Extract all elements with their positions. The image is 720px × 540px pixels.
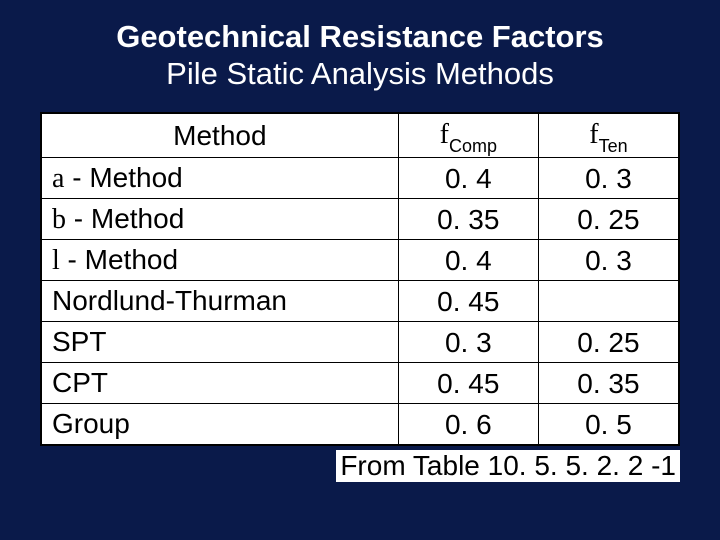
cell-comp: 0. 6 [398, 404, 538, 445]
phi-symbol: f [589, 119, 598, 150]
table-row: Group 0. 6 0. 5 [42, 404, 679, 445]
table-row: a - Method 0. 4 0. 3 [42, 158, 679, 199]
phi-comp-subscript: Comp [449, 136, 497, 156]
phi-symbol: f [440, 119, 449, 150]
cell-comp: 0. 3 [398, 322, 538, 363]
cell-ten: 0. 25 [538, 199, 678, 240]
cell-method: Nordlund-Thurman [42, 281, 399, 322]
table-row: CPT 0. 45 0. 35 [42, 363, 679, 404]
cell-ten: 0. 5 [538, 404, 678, 445]
cell-ten: 0. 3 [538, 158, 678, 199]
cell-comp: 0. 45 [398, 281, 538, 322]
resistance-factors-table: Method fComp fTen a - Method 0. 4 0. 3 b… [40, 112, 680, 446]
cell-comp: 0. 4 [398, 240, 538, 281]
cell-ten: 0. 35 [538, 363, 678, 404]
cell-method: a - Method [42, 158, 399, 199]
header-method: Method [42, 114, 399, 158]
cell-method: CPT [42, 363, 399, 404]
cell-method: SPT [42, 322, 399, 363]
table-row: b - Method 0. 35 0. 25 [42, 199, 679, 240]
header-phi-comp: fComp [398, 114, 538, 158]
slide-title: Geotechnical Resistance Factors Pile Sta… [36, 18, 684, 92]
cell-comp: 0. 35 [398, 199, 538, 240]
header-phi-ten: fTen [538, 114, 678, 158]
source-citation-wrap: From Table 10. 5. 5. 2. 2 -1 [40, 450, 680, 482]
cell-method: b - Method [42, 199, 399, 240]
table-row: SPT 0. 3 0. 25 [42, 322, 679, 363]
title-line-2: Pile Static Analysis Methods [166, 56, 554, 91]
cell-comp: 0. 45 [398, 363, 538, 404]
table-row: Nordlund-Thurman 0. 45 [42, 281, 679, 322]
table: Method fComp fTen a - Method 0. 4 0. 3 b… [41, 113, 679, 445]
title-line-1: Geotechnical Resistance Factors [116, 19, 604, 54]
phi-ten-subscript: Ten [599, 136, 628, 156]
slide: Geotechnical Resistance Factors Pile Sta… [0, 0, 720, 540]
cell-method: Group [42, 404, 399, 445]
cell-ten: 0. 3 [538, 240, 678, 281]
table-row: l - Method 0. 4 0. 3 [42, 240, 679, 281]
cell-ten: 0. 25 [538, 322, 678, 363]
cell-comp: 0. 4 [398, 158, 538, 199]
cell-method: l - Method [42, 240, 399, 281]
table-header-row: Method fComp fTen [42, 114, 679, 158]
source-citation: From Table 10. 5. 5. 2. 2 -1 [336, 450, 680, 482]
cell-ten [538, 281, 678, 322]
